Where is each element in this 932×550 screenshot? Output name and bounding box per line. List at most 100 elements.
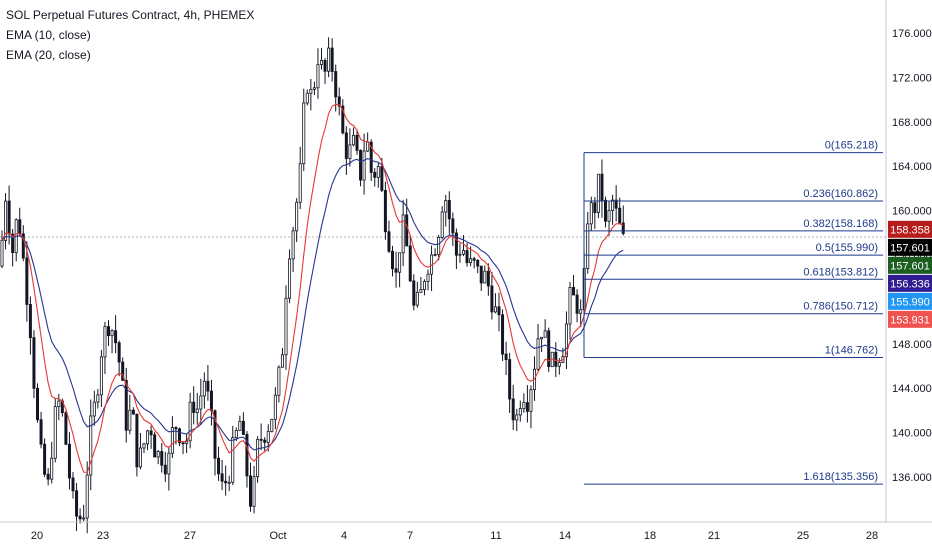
price-badge: 157.601 <box>888 256 932 274</box>
candle <box>135 413 139 477</box>
candle <box>206 365 210 401</box>
candle <box>21 225 25 262</box>
candle <box>131 407 135 415</box>
candle <box>330 38 334 82</box>
candle <box>124 367 128 443</box>
candle <box>575 289 579 323</box>
candle <box>312 81 316 96</box>
candle <box>28 296 32 355</box>
symbol-title[interactable]: SOL Perpetual Futures Contract, 4h, PHEM… <box>6 8 255 22</box>
candle <box>426 269 430 291</box>
candle <box>185 434 189 454</box>
candle <box>71 472 75 499</box>
candle <box>401 199 405 267</box>
candle <box>4 193 8 250</box>
candle <box>422 279 426 296</box>
fib-level-label: 0.5(155.990) <box>816 242 878 254</box>
candle <box>440 206 444 240</box>
candle <box>522 393 526 413</box>
price-badge: 155.990 <box>888 292 932 310</box>
candle <box>32 330 36 399</box>
candle <box>589 196 593 231</box>
time-tick-label: 27 <box>184 530 196 542</box>
ema-20-label[interactable]: EMA (20, close) <box>6 48 91 62</box>
candle <box>341 99 345 135</box>
candle <box>177 427 181 447</box>
ema-10-line <box>1 103 624 474</box>
candle <box>39 411 43 449</box>
fib-level-label: 0(165.218) <box>825 140 878 152</box>
ema-10-label[interactable]: EMA (10, close) <box>6 28 91 42</box>
candle <box>89 399 93 491</box>
svg-text:157.601: 157.601 <box>890 260 930 272</box>
candle <box>163 451 167 483</box>
candle <box>618 197 622 224</box>
candle <box>497 292 501 332</box>
price-tick-label: 136.000 <box>892 472 932 484</box>
candle <box>270 418 274 433</box>
candle <box>614 185 618 222</box>
time-tick-label: 11 <box>490 530 501 542</box>
candle <box>64 411 68 446</box>
candle <box>277 365 281 403</box>
candle <box>316 48 320 99</box>
fib-level-label: 0.786(150.712) <box>803 301 878 313</box>
time-tick-label: Oct <box>269 530 286 542</box>
candle <box>525 385 529 423</box>
candle <box>110 329 114 354</box>
candle <box>202 372 206 409</box>
candle <box>543 319 547 338</box>
candle <box>18 207 22 237</box>
candle <box>334 64 338 112</box>
price-tick-label: 148.000 <box>892 339 932 351</box>
candle <box>302 88 306 171</box>
candle <box>547 327 551 372</box>
candle <box>248 462 252 512</box>
candle <box>14 218 18 262</box>
candle <box>263 437 267 451</box>
time-tick-label: 20 <box>31 530 43 542</box>
candle <box>398 252 402 288</box>
candle <box>305 89 309 106</box>
svg-text:156.336: 156.336 <box>890 278 930 290</box>
fibonacci-retracement[interactable]: 0(165.218) 0.236(160.862) 0.382(158.168) 0.… <box>583 140 883 485</box>
price-tick-label: 168.000 <box>892 117 932 129</box>
candle <box>160 443 164 473</box>
candle <box>461 235 465 257</box>
candle <box>447 191 451 235</box>
candle <box>408 234 412 282</box>
price-tick-label: 176.000 <box>892 28 932 40</box>
candle <box>604 196 608 228</box>
candle <box>117 340 121 377</box>
time-tick-label: 21 <box>708 530 720 542</box>
fib-level-label: 1(146.762) <box>825 345 878 357</box>
candle <box>114 315 118 354</box>
candle <box>11 228 15 267</box>
candle <box>490 272 494 320</box>
candle <box>99 349 103 408</box>
candle <box>107 320 111 347</box>
candle <box>419 277 423 293</box>
candle <box>295 198 299 242</box>
candle <box>298 146 302 210</box>
svg-text:157.601: 157.601 <box>890 242 930 254</box>
candle <box>476 259 480 274</box>
candle <box>241 412 245 436</box>
candle <box>355 129 359 155</box>
candle <box>611 194 615 225</box>
candle <box>344 126 348 175</box>
candle <box>284 285 288 370</box>
time-axis[interactable]: 20 23 27 Oct 4 7 11 14 18 21 25 28 <box>0 521 932 542</box>
candle <box>231 425 235 486</box>
candle <box>273 387 277 430</box>
candle <box>156 449 160 465</box>
candle <box>579 299 583 328</box>
candle <box>472 256 476 269</box>
candle <box>291 226 295 272</box>
candle <box>103 321 107 374</box>
candle <box>82 504 86 522</box>
candle <box>554 342 558 378</box>
candle <box>43 438 47 477</box>
candle <box>266 424 270 452</box>
